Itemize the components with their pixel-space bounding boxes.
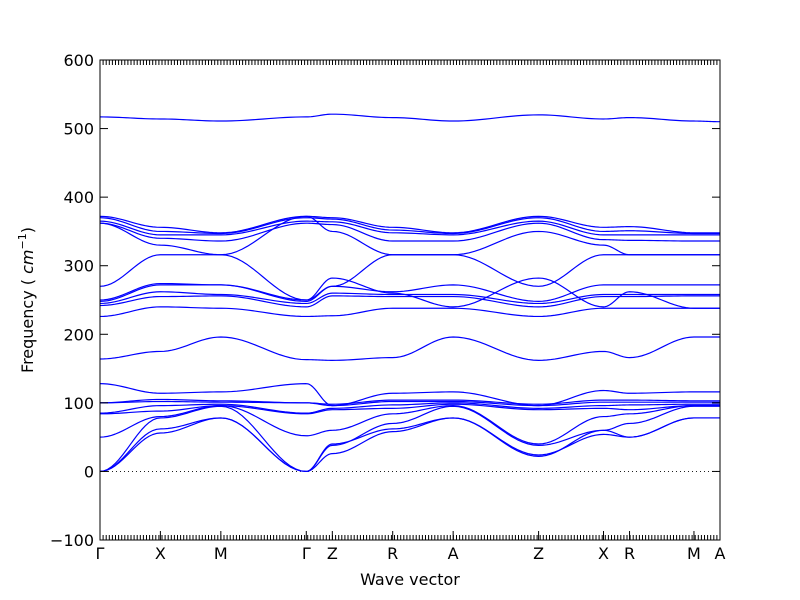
y-axis: −100 0 100 200 300 400 500 600	[50, 51, 720, 550]
phonon-band-17	[100, 402, 720, 414]
phonon-band-15	[100, 398, 720, 405]
phonon-band-3	[100, 217, 720, 235]
x-point-label: A	[448, 544, 459, 563]
y-tick-label: 0	[84, 462, 94, 481]
x-point-label: R	[387, 544, 398, 563]
x-point-label: X	[598, 544, 609, 563]
y-axis-label-close: )	[18, 227, 37, 233]
y-axis-label: Frequency ( cm−1)	[16, 227, 37, 373]
plot-area	[99, 59, 721, 541]
x-point-label: Z	[327, 544, 338, 563]
x-point-label: A	[715, 544, 726, 563]
phonon-band-1	[100, 113, 720, 123]
phonon-band-9	[100, 284, 720, 302]
phonon-band-21	[100, 417, 720, 473]
x-point-label: X	[155, 544, 166, 563]
phonon-band-12	[100, 306, 720, 318]
y-tick-label: 300	[63, 257, 94, 276]
x-point-label: Γ	[302, 544, 311, 563]
plot-frame	[99, 59, 721, 541]
phonon-band-6	[100, 215, 720, 256]
phonon-band-13	[100, 336, 720, 361]
phonon-band-11	[100, 295, 720, 308]
y-tick-label: 200	[63, 325, 94, 344]
phonon-band-4	[100, 220, 720, 236]
y-axis-label-unit-exponent: −1	[16, 233, 29, 249]
phonon-bands	[100, 113, 720, 473]
phonon-band-2	[100, 215, 720, 234]
phonon-band-22	[100, 417, 720, 473]
phonon-band-14	[100, 383, 720, 407]
x-point-label: Z	[533, 544, 544, 563]
phonon-band-19	[100, 405, 720, 445]
y-tick-label: 400	[63, 188, 94, 207]
y-tick-label: 100	[63, 394, 94, 413]
x-point-label: M	[214, 544, 228, 563]
phonon-band-20	[100, 405, 720, 473]
phonon-band-10	[100, 291, 720, 305]
x-point-label: M	[687, 544, 701, 563]
y-tick-label: 600	[63, 51, 94, 70]
phonon-band-5	[100, 222, 720, 242]
y-tick-label: −100	[50, 531, 94, 550]
x-axis-label: Wave vector	[360, 570, 460, 589]
phonon-band-16	[100, 400, 720, 407]
phonon-band-7	[100, 254, 720, 301]
y-axis-label-main: Frequency (	[18, 279, 37, 373]
x-point-label: Γ	[96, 544, 105, 563]
y-tick-label: 500	[63, 120, 94, 139]
y-axis-label-unit: cm	[18, 250, 37, 274]
x-minor-ticks	[99, 60, 721, 540]
x-point-label: R	[624, 544, 635, 563]
